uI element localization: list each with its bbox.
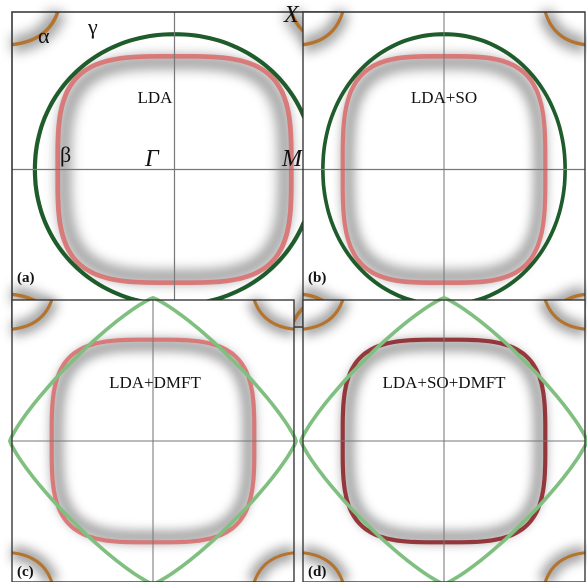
alpha-arc: [543, 551, 586, 582]
panel-title: LDA+SO+DMFT: [382, 373, 506, 392]
gamma-contour: [299, 296, 587, 582]
alpha-arc: [11, 11, 60, 47]
panel-c: (c) LDA+DMFT: [8, 296, 298, 582]
panel-title: LDA: [138, 88, 174, 107]
alpha-arc: [302, 11, 345, 47]
gamma-band: [299, 296, 587, 582]
alpha-arc: [11, 299, 54, 331]
alpha-arc: [543, 11, 586, 47]
alpha-arc: [252, 299, 295, 331]
panel-tag: (c): [17, 564, 34, 580]
alpha-band: [302, 299, 586, 582]
panel-b-plot: [301, 8, 587, 331]
panel-tag: (a): [17, 270, 35, 286]
alpha-arc: [252, 551, 295, 582]
alpha-arc: [543, 299, 586, 331]
gamma-point-label: Γ: [144, 146, 160, 172]
alpha-band: [11, 299, 295, 582]
gamma-contour: [8, 296, 298, 582]
panel-title: LDA+SO: [411, 88, 477, 107]
gamma-band: [8, 296, 298, 582]
alpha-arc: [11, 551, 54, 582]
panel-d-plot: [299, 296, 587, 582]
x-point-label: X: [283, 2, 300, 28]
panel-tag: (b): [308, 270, 326, 286]
gamma-label: γ: [87, 14, 98, 39]
m-point-label: M: [281, 146, 304, 172]
beta-label: β: [60, 142, 71, 167]
panel-a: (a) LDA α γ β Γ M X: [10, 2, 339, 331]
panel-a-plot: [10, 8, 339, 331]
alpha-label: α: [38, 23, 50, 48]
panel-b: (b) LDA+SO: [301, 8, 587, 331]
panel-title: LDA+DMFT: [109, 373, 201, 392]
panel-tag: (d): [308, 564, 326, 580]
alpha-arc: [302, 551, 345, 582]
panel-c-plot: [8, 296, 298, 582]
panel-d: (d) LDA+SO+DMFT: [299, 296, 587, 582]
alpha-arc: [302, 299, 345, 331]
